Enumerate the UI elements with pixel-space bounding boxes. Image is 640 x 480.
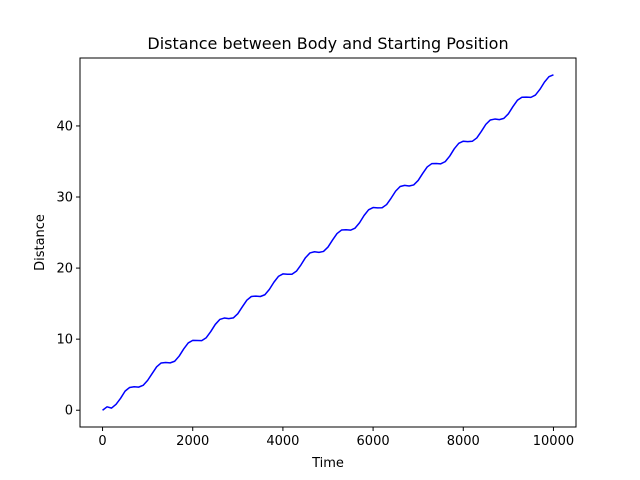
- plot-frame: [79, 57, 577, 428]
- y-tick-label: 30: [56, 191, 73, 206]
- y-tick-label: 20: [56, 262, 73, 277]
- y-tick-label: 10: [56, 333, 73, 348]
- x-tick-label: 2000: [176, 434, 209, 449]
- y-axis-label: Distance: [33, 214, 48, 271]
- x-tick-label: 10000: [533, 434, 574, 449]
- x-tick-label: 0: [98, 434, 106, 449]
- x-tick-label: 8000: [447, 434, 480, 449]
- y-tick-label: 0: [65, 404, 73, 419]
- y-tick-label: 40: [56, 119, 73, 134]
- x-axis-label: Time: [311, 456, 344, 471]
- data-line: [102, 74, 554, 411]
- x-tick-label: 6000: [357, 434, 390, 449]
- x-tick-label: 4000: [266, 434, 299, 449]
- chart-title: Distance between Body and Starting Posit…: [147, 34, 508, 53]
